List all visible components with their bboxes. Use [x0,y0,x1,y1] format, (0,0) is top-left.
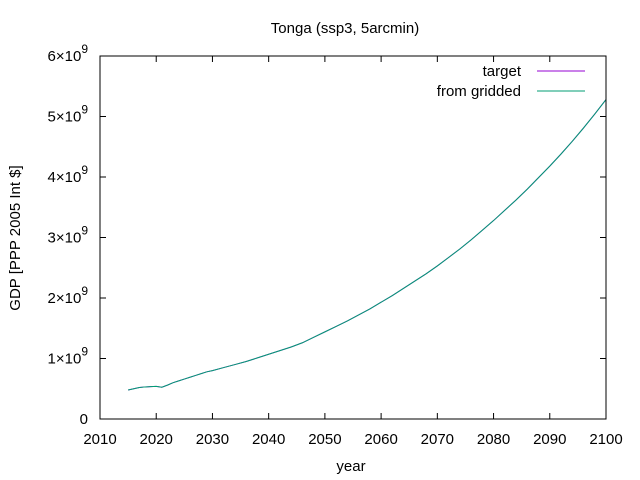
x-tick-label: 2070 [421,431,454,448]
legend-label: target [483,63,522,80]
x-tick-label: 2090 [533,431,566,448]
x-axis-label: year [336,458,365,475]
y-tick-label: 2×109 [48,284,89,307]
y-tick-mantissa: 5×10 [48,109,82,126]
y-tick-label: 1×109 [48,345,89,368]
x-tick-label: 2030 [196,431,229,448]
y-tick-exponent: 9 [81,345,88,359]
x-tick-label: 2080 [477,431,510,448]
y-tick-mantissa: 4×10 [48,169,82,186]
axis-ticks [99,55,607,420]
y-tick-label: 3×109 [48,224,89,247]
y-tick-exponent: 9 [81,42,88,56]
y-tick-exponent: 9 [81,163,88,177]
x-tick-label: 2040 [252,431,285,448]
y-tick-mantissa: 1×10 [48,351,82,368]
x-tick-label: 2020 [140,431,173,448]
series-lines [128,99,607,391]
y-tick-mantissa: 2×10 [48,290,82,307]
y-tick-mantissa: 3×10 [48,230,82,247]
legend: target from gridded [437,63,585,100]
legend-label: from gridded [437,83,521,100]
series-line-0 [128,99,607,391]
x-tick-label: 2010 [83,431,116,448]
chart-title: Tonga (ssp3, 5arcmin) [271,20,419,37]
x-tick-label: 2060 [364,431,397,448]
y-tick-label: 6×109 [48,42,89,65]
y-tick-exponent: 9 [81,224,88,238]
tick-labels: 2010 2020 2030 2040 2050 2060 2070 2080 2090 2100… [48,42,623,448]
y-tick-label: 4×109 [48,163,89,186]
y-tick-exponent: 9 [81,103,88,117]
y-tick-label: 5×109 [48,103,89,126]
y-tick-mantissa: 0 [80,411,88,428]
y-tick-mantissa: 6×10 [48,48,82,65]
series-line-1 [128,99,607,391]
x-tick-label: 2050 [308,431,341,448]
y-axis-label: GDP [PPP 2005 Int $] [7,165,24,310]
y-tick-exponent: 9 [81,284,88,298]
y-tick-label: 0 [80,411,88,428]
x-tick-label: 2100 [589,431,622,448]
plot-frame [99,55,607,420]
